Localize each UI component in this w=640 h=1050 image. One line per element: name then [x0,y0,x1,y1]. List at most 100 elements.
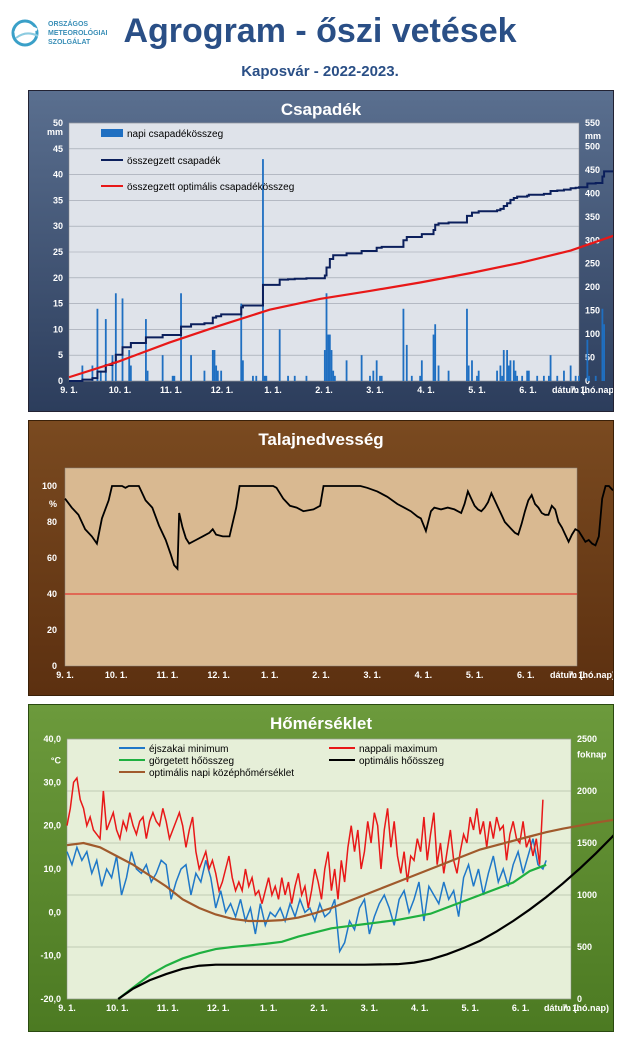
rolling-heat-sum-line [117,863,547,1000]
precip-bar-26 [255,375,258,381]
optimal-heat-sum-line [117,834,613,1000]
precip-bar-1 [91,365,94,381]
precip-bar-63 [499,365,502,381]
y-tick-2-5: 100 [42,481,57,491]
y2-tick-1-4: 200 [585,282,600,292]
precip-bar-4 [104,319,107,381]
x-tick-2-5: 2. 1. [312,670,330,680]
legend-label-3-1: nappali maximum [359,744,437,755]
y2-tick-3-4: 2000 [577,786,597,796]
precip-bar-35 [325,293,328,381]
precip-bar-15 [180,293,182,381]
precip-bar-30 [278,329,281,381]
y2-unit-1: mm [585,131,601,141]
y-tick-3-5: 30,0 [43,777,61,787]
precip-bar-16 [190,355,192,381]
x-tick-2-6: 3. 1. [363,670,381,680]
precip-bar-42 [360,355,363,381]
x-axis-label-3: dátum (hó.nap) [544,1003,609,1013]
precip-bar-10 [145,319,147,381]
x-tick-1-6: 3. 1. [366,385,384,395]
x-tick-2-2: 11. 1. [156,670,178,680]
precip-bar-43 [369,375,371,381]
x-tick-1-10: 7. 1. [570,385,588,395]
precip-bar-81 [569,365,572,381]
precip-bar-60 [476,375,478,381]
precip-bar-27 [262,159,264,381]
y-tick-3-2: 0,0 [48,907,61,917]
precip-bar-82 [574,375,577,381]
precip-bar-69 [512,360,515,381]
x-tick-3-8: 5. 1. [461,1003,479,1013]
x-tick-2-0: 9. 1. [56,670,74,680]
y-tick-1-3: 15 [53,299,63,309]
x-tick-1-7: 4. 1. [417,385,435,395]
precip-bar-34 [323,350,326,381]
precipitation-panel: Csapadék 9. 1. 10. 1. 11. 1. 12. 1. 1. 1. 2. 1… [28,90,614,412]
y2-unit-3: foknap [577,750,607,760]
precip-bar-44 [372,370,375,381]
t-min-line [66,838,547,954]
x-tick-2-10: 7. 1. [568,670,586,680]
precip-bar-56 [447,370,450,381]
precip-bar-36 [327,334,330,381]
y-tick-3-1: -10,0 [40,951,61,961]
y-tick-2-0: 0 [52,661,57,671]
y-unit-2: % [49,499,57,509]
precip-bar-74 [527,370,530,381]
x-tick-1-1: 10. 1. [109,385,132,395]
x-tick-3-6: 3. 1. [361,1003,379,1013]
precip-bar-50 [410,375,413,381]
x-axis-label-2: dátum (hó.nap) [550,670,613,680]
precip-bar-67 [507,365,510,381]
precip-bar-80 [563,370,565,381]
precip-bar-85 [588,375,590,381]
y-tick-3-4: 20,0 [43,821,61,831]
precip-bar-32 [293,375,296,381]
precip-bar-72 [521,375,524,381]
precip-bar-62 [496,370,498,381]
precip-bar-23 [240,303,243,381]
legend-label-3-0: éjszakai minimum [149,744,228,755]
y2-tick-1-3: 150 [585,306,600,316]
x-tick-1-8: 5. 1. [468,385,486,395]
precip-bar-38 [330,350,333,381]
y-unit-1: mm [47,127,63,137]
precip-bar-64 [501,375,503,381]
y2-tick-1-8: 400 [585,188,600,198]
x-tick-3-4: 1. 1. [260,1003,278,1013]
y2-tick-1-10: 500 [585,141,600,151]
precip-bar-54 [434,324,437,381]
y2-tick-3-1: 500 [577,942,592,952]
precip-bar-71 [516,375,519,381]
x-tick-3-7: 4. 1. [411,1003,429,1013]
page-title: Agrogram - őszi vetések [123,12,517,50]
x-tick-3-5: 2. 1. [310,1003,328,1013]
x-axis-label-1: dátum (hó.nap) [552,385,613,395]
cumulative-precip-line [69,170,613,382]
y-tick-2-1: 20 [47,625,57,635]
y-tick-1-7: 35 [53,195,63,205]
y-tick-1-2: 10 [53,324,63,334]
y2-tick-1-6: 300 [585,235,600,245]
x-tick-1-3: 12. 1. [211,385,234,395]
precip-bar-5 [111,355,114,381]
logo-line-3: SZOLGÁLAT [48,39,91,46]
precip-bar-14 [173,375,176,381]
y-tick-2-4: 80 [47,517,57,527]
x-tick-1-0: 9. 1. [60,385,78,395]
precip-bar-19 [213,350,216,381]
optimal-precip-line [68,234,613,379]
x-tick-3-1: 10. 1. [106,1003,129,1013]
precip-bar-57 [466,308,468,381]
logo-line-1: ORSZÁGOS [48,21,89,28]
precip-bar-46 [379,375,381,381]
temperature-chart: Hőmérséklet 9. 1. 10. 1. 11. 1. 12. 1. 1. 1. 2… [40,714,613,1013]
legend-label-1-2: összegzett optimális csapadékösszeg [127,182,294,193]
precip-bar-24 [242,360,244,381]
precip-bar-87 [601,308,604,381]
y2-tick-1-7: 350 [585,212,600,222]
precip-bar-40 [333,375,336,381]
precip-bar-21 [216,370,219,381]
soil-moisture-chart: Talajnedvesség 9. 1. 10. 1. 11. 1. 12. 1. 1. … [42,430,613,680]
